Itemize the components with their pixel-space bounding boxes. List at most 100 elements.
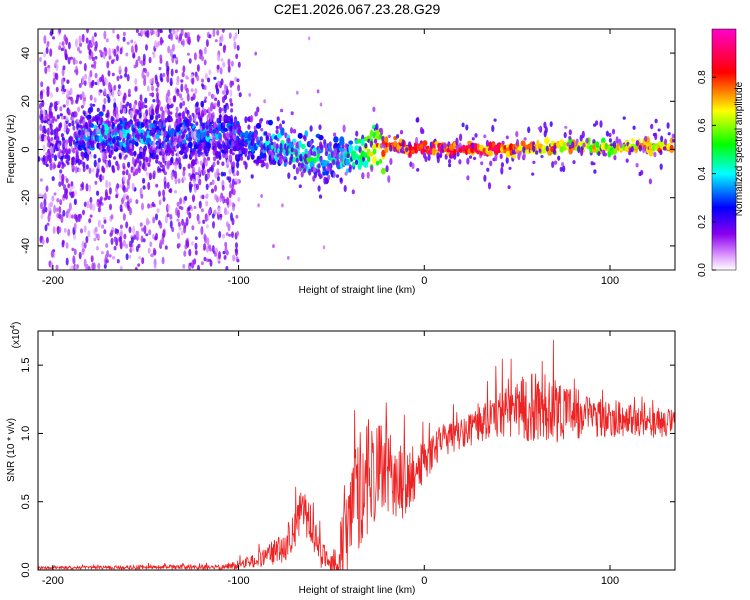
spectrogram-cell	[118, 152, 122, 159]
spectrogram-cell	[223, 255, 227, 260]
spectrogram-cell	[145, 217, 149, 226]
spectrogram-cell	[401, 146, 405, 154]
spectrogram-cell	[247, 124, 251, 130]
spectrogram-cell	[601, 137, 606, 144]
spectrogram-cell	[42, 206, 46, 214]
spectrogram-cell	[280, 108, 284, 113]
spectrogram-cell	[515, 138, 520, 147]
spectrogram-cell	[515, 131, 519, 138]
spectrogram-cell	[206, 168, 211, 173]
spectrogram-cell	[568, 136, 572, 140]
spectrogram-cell	[216, 117, 220, 124]
spectrogram-cell	[43, 192, 47, 201]
spectrogram-cell	[63, 88, 67, 93]
spectrogram-cell	[78, 50, 82, 54]
spectrogram-cell	[229, 89, 233, 97]
spectrogram-cell	[218, 106, 222, 114]
spectrogram-cell	[203, 46, 207, 55]
spectrogram-cell	[178, 162, 182, 170]
spectrogram-cell	[265, 135, 269, 140]
spectrogram-cell	[108, 47, 112, 57]
spectrogram-cell	[257, 203, 260, 208]
spectrogram-cell	[127, 161, 131, 168]
spectrogram-cell	[90, 123, 94, 128]
spectrogram-cell	[244, 142, 248, 148]
spectrogram-cell	[43, 198, 47, 208]
spectrogram-cell	[260, 194, 263, 198]
spectrogram-cell	[264, 131, 268, 136]
spectrogram-cell	[322, 166, 326, 171]
spectrogram-cell	[147, 203, 151, 209]
spectrogram-cell	[483, 174, 487, 182]
spectrogram-cell	[76, 94, 80, 98]
spectrogram-cell	[134, 78, 138, 85]
spectrogram-cell	[207, 170, 210, 180]
spectrogram-cell	[366, 171, 370, 179]
spectrogram-cell	[657, 128, 661, 132]
spectrogram-cell	[179, 197, 183, 205]
spectrogram-cell	[128, 134, 132, 140]
spectrogram-cell	[187, 141, 193, 149]
spectrogram-cell	[138, 255, 142, 260]
spectrogram-cell	[196, 183, 199, 190]
spectrogram-cell	[111, 165, 115, 170]
spectrogram-cell	[279, 158, 283, 165]
spectrogram-cell	[239, 144, 243, 150]
spectrogram-cell	[563, 132, 567, 139]
spectrogram-cell	[85, 164, 89, 170]
spectrogram-cell	[217, 151, 221, 155]
spectrogram-cell	[275, 125, 279, 130]
spectrogram-cell	[65, 257, 69, 266]
spectrogram-cell	[254, 51, 257, 56]
spectrogram-cell	[196, 64, 200, 72]
spectrogram-cell	[271, 152, 275, 160]
spectrogram-cell	[199, 160, 203, 166]
spectrogram-cell	[89, 214, 93, 218]
spectrogram-cell	[191, 194, 196, 203]
spectrogram-cell	[282, 156, 286, 162]
spectrogram-cell	[67, 109, 71, 114]
spectrogram-cell	[599, 120, 603, 128]
spectrogram-cell	[108, 83, 112, 92]
spectrogram-cell	[101, 124, 105, 133]
spectrogram-cell	[211, 114, 215, 120]
x-tick-label: -200	[42, 275, 64, 287]
spectrogram-cell	[415, 117, 419, 123]
spectrogram-cell	[44, 66, 48, 75]
spectrogram-cell	[89, 201, 93, 211]
spectrogram-cell	[218, 114, 222, 122]
spectrogram-cell	[231, 152, 235, 156]
spectrogram-cell	[373, 138, 378, 144]
spectrogram-cell	[145, 44, 148, 51]
spectrogram-cell	[156, 96, 160, 104]
spectrogram-cell	[560, 145, 564, 153]
spectrogram-cell	[201, 55, 204, 62]
spectrogram-cell	[342, 124, 346, 133]
spectrogram-cell	[136, 121, 140, 127]
spectrogram-cell	[540, 155, 544, 158]
spectrogram-cell	[322, 245, 326, 250]
spectrogram-cell	[604, 143, 608, 150]
spectrogram-cell	[74, 190, 78, 196]
spectrogram-cell	[216, 29, 220, 36]
spectrogram-cell	[312, 151, 317, 157]
spectrogram-cell	[226, 159, 230, 165]
spectrogram-cell	[182, 65, 186, 73]
spectrogram-cell	[223, 44, 227, 51]
spectrogram-cell	[83, 201, 87, 207]
spectrogram-cell	[212, 137, 216, 141]
spectrogram-cell	[167, 89, 171, 97]
spectrogram-cell	[307, 36, 311, 41]
spectrogram-cell	[459, 133, 463, 142]
spectrogram-cell	[226, 144, 230, 149]
spectrogram-cell	[123, 117, 127, 122]
spectrogram-cell	[97, 262, 101, 270]
spectrogram-cell	[216, 175, 220, 182]
spectrogram-cell	[465, 124, 469, 131]
spectrogram-cell	[148, 172, 152, 181]
spectrogram-cell	[544, 136, 550, 145]
spectrogram-cell	[67, 228, 71, 237]
spectrogram-cell	[75, 38, 78, 48]
spectrogram-cell	[44, 206, 48, 213]
